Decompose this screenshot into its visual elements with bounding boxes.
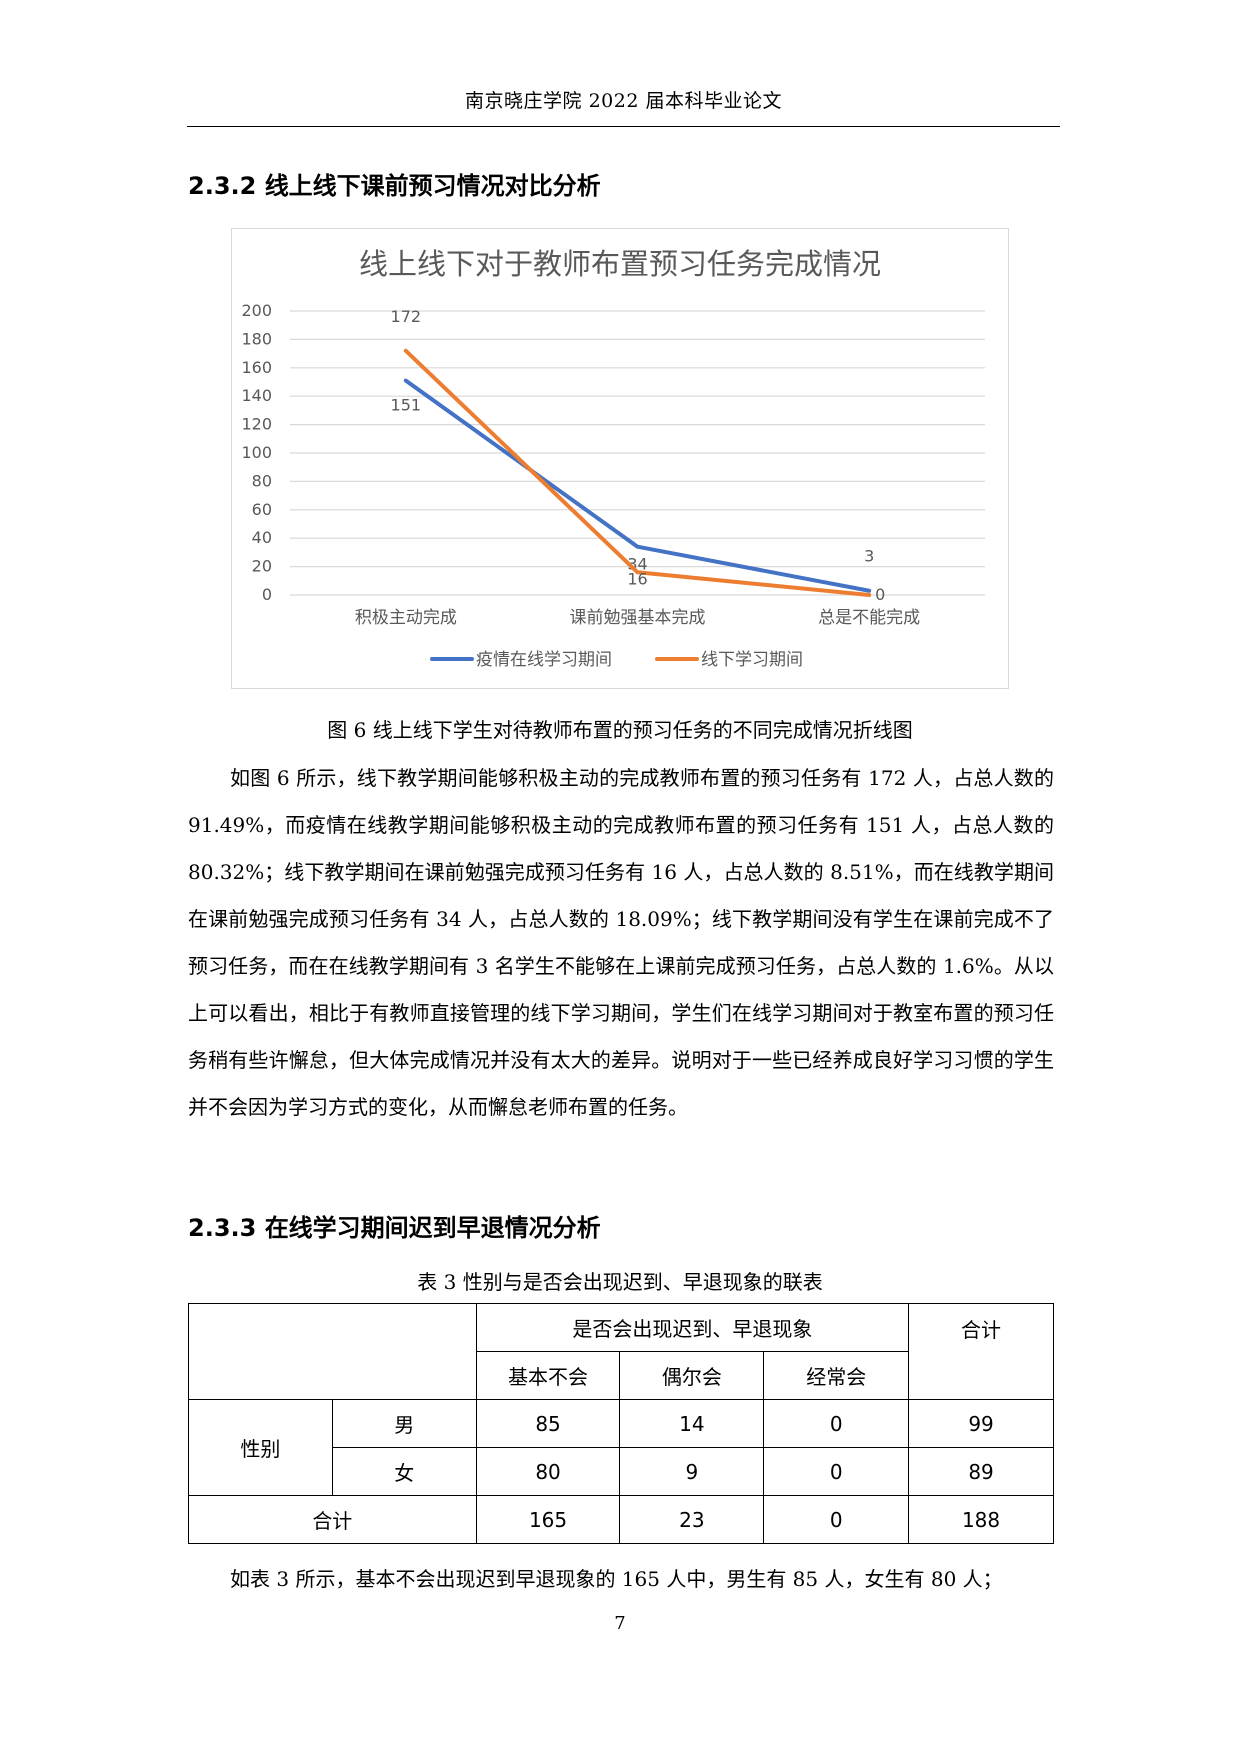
legend-label: 线下学习期间 bbox=[701, 650, 803, 670]
table-row-label: 女 bbox=[331, 1447, 477, 1496]
table-subheader: 偶尔会 bbox=[619, 1351, 765, 1400]
y-tick-label: 40 bbox=[252, 528, 272, 547]
table-subheader: 基本不会 bbox=[475, 1351, 621, 1400]
table-cell: 165 bbox=[475, 1495, 621, 1544]
table-header-row: 是否会出现迟到、早退现象 合计 bbox=[188, 1303, 1054, 1400]
body-paragraph-1: 如图 6 所示，线下教学期间能够积极主动的完成教师布置的预习任务有 172 人，… bbox=[188, 766, 1054, 1119]
table-row-label: 男 bbox=[331, 1399, 477, 1448]
table-cell: 99 bbox=[908, 1399, 1054, 1448]
y-tick-label: 180 bbox=[241, 329, 272, 348]
data-label: 0 bbox=[875, 585, 885, 604]
section-heading-2-3-2: 2.3.2 线上线下课前预习情况对比分析 bbox=[188, 172, 601, 200]
header-rule bbox=[187, 126, 1060, 127]
table-corner-cell bbox=[188, 1303, 477, 1400]
table-cell: 0 bbox=[763, 1495, 910, 1544]
page-header: 南京晓庄学院 2022 届本科毕业论文 bbox=[465, 90, 782, 112]
y-tick-label: 20 bbox=[252, 557, 272, 576]
table-cell: 89 bbox=[908, 1447, 1054, 1496]
chart-container: 线上线下对于教师布置预习任务完成情况 0 20 40 60 80 100 120 140 160 1… bbox=[231, 228, 1009, 689]
y-tick-label: 80 bbox=[252, 471, 272, 490]
chart-title: 线上线下对于教师布置预习任务完成情况 bbox=[359, 247, 881, 281]
contingency-table: 是否会出现迟到、早退现象 合计 基本不会 偶尔会 经常会 性别 男 85 14 … bbox=[188, 1303, 1054, 1544]
y-tick-label: 200 bbox=[241, 301, 272, 320]
table-cell: 14 bbox=[619, 1399, 765, 1448]
table-cell: 0 bbox=[763, 1447, 910, 1496]
table-cell: 188 bbox=[908, 1495, 1054, 1544]
table-subheader: 经常会 bbox=[763, 1351, 910, 1400]
table-caption: 表 3 性别与是否会出现迟到、早退现象的联表 bbox=[417, 1270, 823, 1294]
y-tick-label: 140 bbox=[241, 386, 272, 405]
y-tick-label: 0 bbox=[262, 585, 272, 604]
table-cell: 85 bbox=[475, 1399, 621, 1448]
y-tick-label: 160 bbox=[241, 358, 272, 377]
data-label: 172 bbox=[391, 307, 422, 326]
x-tick-label: 课前勉强基本完成 bbox=[570, 608, 706, 628]
table-cell: 9 bbox=[619, 1447, 765, 1496]
line-chart: 线上线下对于教师布置预习任务完成情况0204060801001201401601… bbox=[241, 247, 985, 670]
legend-label: 疫情在线学习期间 bbox=[476, 650, 612, 670]
x-tick-label: 总是不能完成 bbox=[818, 608, 920, 628]
series-line-2 bbox=[403, 348, 872, 597]
x-tick-label: 积极主动完成 bbox=[355, 608, 457, 628]
table-total-header: 合计 bbox=[908, 1303, 1054, 1400]
table-row: 性别 男 85 14 0 99 bbox=[188, 1399, 1054, 1496]
data-label: 151 bbox=[391, 396, 422, 415]
table-cell: 23 bbox=[619, 1495, 765, 1544]
series-line-1 bbox=[403, 378, 872, 593]
y-tick-label: 60 bbox=[252, 500, 272, 519]
table-group-header: 是否会出现迟到、早退现象 bbox=[475, 1303, 910, 1352]
data-label: 3 bbox=[864, 547, 874, 566]
figure-caption: 图 6 线上线下学生对待教师布置的预习任务的不同完成情况折线图 bbox=[327, 718, 913, 742]
y-tick-label: 120 bbox=[241, 415, 272, 434]
table-cell: 80 bbox=[475, 1447, 621, 1496]
data-label: 16 bbox=[627, 569, 647, 588]
table-row-group-label: 性别 bbox=[188, 1399, 333, 1496]
y-tick-label: 100 bbox=[241, 443, 272, 462]
table-total-row: 合计 165 23 0 188 bbox=[188, 1495, 1054, 1544]
page-number: 7 bbox=[614, 1613, 626, 1634]
table-total-label: 合计 bbox=[188, 1495, 477, 1544]
body-paragraph-2: 如表 3 所示，基本不会出现迟到早退现象的 165 人中，男生有 85 人，女生… bbox=[230, 1567, 1003, 1591]
section-heading-2-3-3: 2.3.3 在线学习期间迟到早退情况分析 bbox=[188, 1214, 601, 1242]
table-cell: 0 bbox=[763, 1399, 910, 1448]
table-row: 女 80 9 0 89 bbox=[189, 1447, 1054, 1496]
